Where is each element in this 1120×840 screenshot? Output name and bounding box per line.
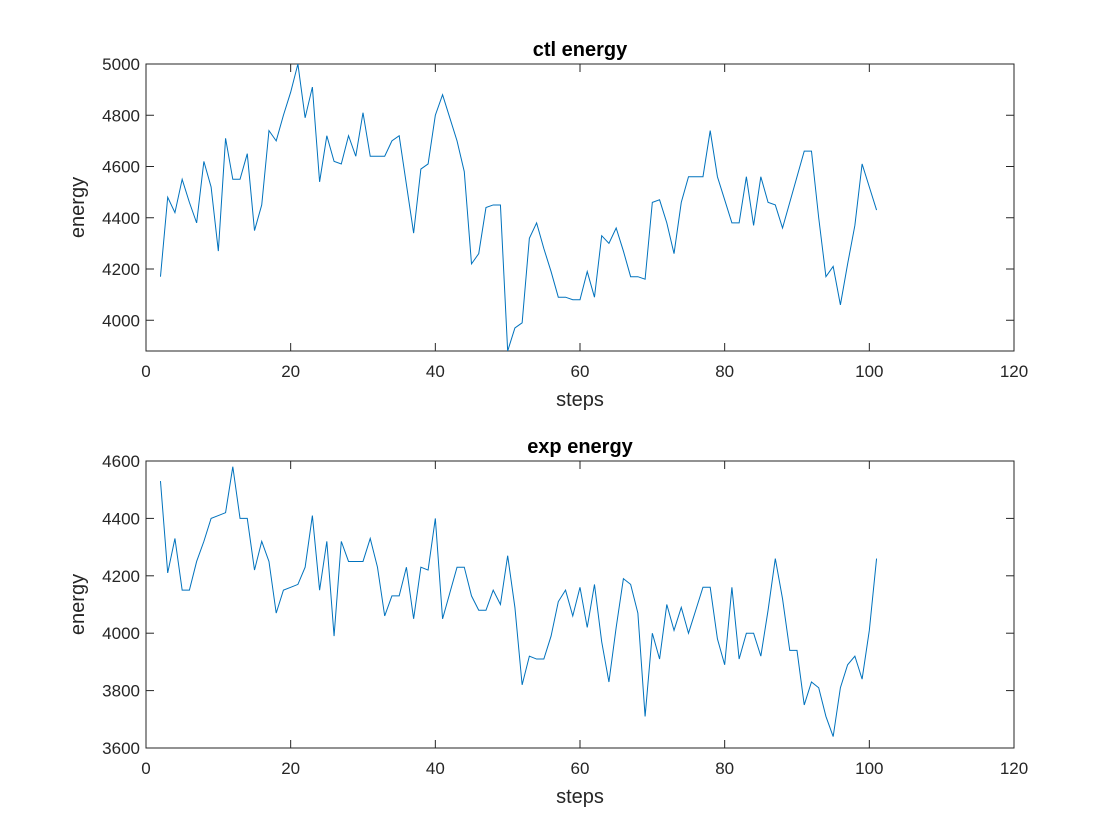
x-tick-label: 100 bbox=[855, 362, 883, 381]
y-tick-label: 4800 bbox=[102, 106, 140, 125]
y-axis-label: energy bbox=[67, 574, 89, 635]
x-tick-label: 60 bbox=[571, 759, 590, 778]
series-line bbox=[159, 466, 878, 737]
x-tick-label: 20 bbox=[281, 759, 300, 778]
exp-energy-panel: 0 20 40 60 80 100 120 3600 3800 4000 4200 4400 4600 e… bbox=[67, 436, 1028, 808]
plot-area bbox=[145, 63, 1015, 352]
x-tick-label: 100 bbox=[855, 759, 883, 778]
y-tick-label: 3800 bbox=[102, 682, 140, 701]
x-axis-label: steps bbox=[556, 786, 604, 808]
y-tick-label: 4200 bbox=[102, 260, 140, 279]
y-tick-label: 4200 bbox=[102, 567, 140, 586]
y-tick-label: 5000 bbox=[102, 55, 140, 74]
series-line bbox=[159, 64, 878, 351]
chart-title: ctl energy bbox=[533, 39, 628, 61]
x-tick-label: 20 bbox=[281, 362, 300, 381]
x-tick-label: 120 bbox=[1000, 759, 1028, 778]
plot-area bbox=[145, 460, 1015, 749]
y-axis-label: energy bbox=[67, 177, 89, 238]
y-tick-label: 4400 bbox=[102, 509, 140, 528]
y-tick-label: 4000 bbox=[102, 624, 140, 643]
y-tick-label: 4400 bbox=[102, 209, 140, 228]
x-axis-label: steps bbox=[556, 389, 604, 411]
y-tick-label: 4600 bbox=[102, 452, 140, 471]
x-tick-label: 40 bbox=[426, 759, 445, 778]
x-tick-label: 0 bbox=[141, 759, 150, 778]
x-tick-label: 80 bbox=[715, 362, 734, 381]
ctl-energy-panel: 0 20 40 60 80 100 120 4000 4200 4400 4600 4800 5000 c… bbox=[67, 39, 1028, 411]
x-tick-label: 60 bbox=[571, 362, 590, 381]
y-tick-label: 4000 bbox=[102, 311, 140, 330]
x-tick-label: 120 bbox=[1000, 362, 1028, 381]
x-tick-label: 40 bbox=[426, 362, 445, 381]
chart-title: exp energy bbox=[527, 436, 633, 458]
x-tick-label: 80 bbox=[715, 759, 734, 778]
x-tick-label: 0 bbox=[141, 362, 150, 381]
y-tick-label: 4600 bbox=[102, 158, 140, 177]
y-tick-label: 3600 bbox=[102, 739, 140, 758]
